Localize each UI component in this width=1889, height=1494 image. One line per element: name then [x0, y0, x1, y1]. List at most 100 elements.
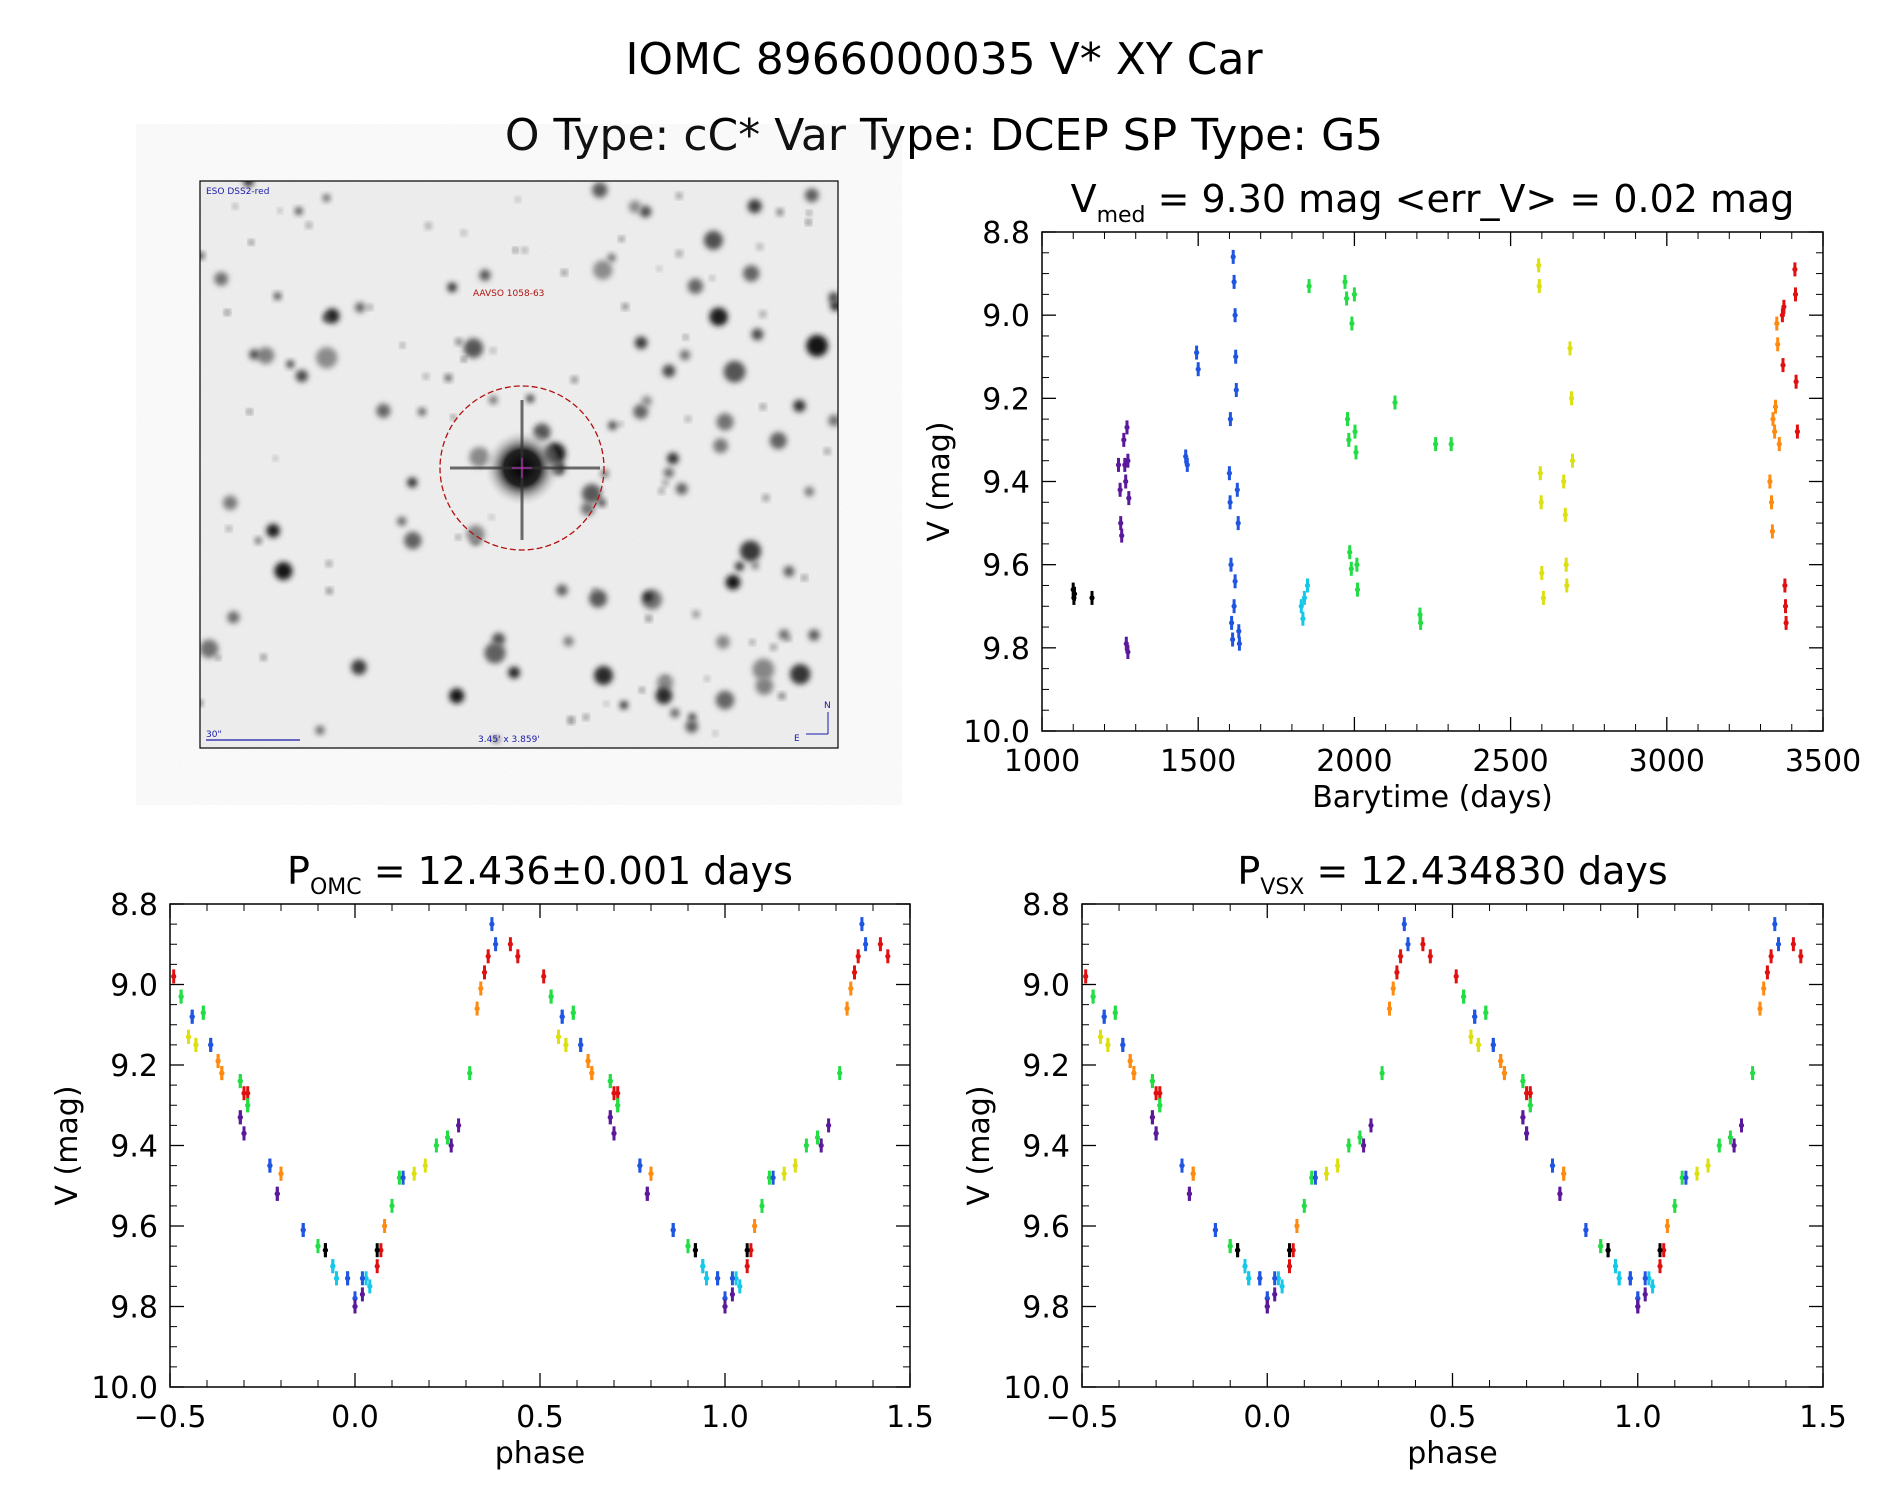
- data-point-streak: [1347, 1138, 1351, 1153]
- field-star: [641, 395, 652, 407]
- data-point-streak: [1232, 599, 1236, 614]
- data-point-streak: [1775, 316, 1779, 331]
- y-tick-label: 9.6: [1022, 1210, 1070, 1245]
- data-point-streak: [571, 1005, 575, 1020]
- field-star: [751, 561, 759, 570]
- field-star: [322, 314, 330, 322]
- data-point-streak: [1106, 1037, 1110, 1052]
- data-point-streak: [738, 1279, 742, 1294]
- data-point-streak: [194, 1037, 198, 1052]
- data-point-streak: [1795, 424, 1799, 439]
- data-point-streak: [1247, 1271, 1251, 1286]
- field-star: [397, 516, 407, 526]
- compass-icon: N E: [794, 701, 831, 744]
- data-point-streak: [1276, 1271, 1280, 1286]
- data-point-streak: [1732, 1138, 1736, 1153]
- field-star: [830, 300, 838, 311]
- data-point-streak: [390, 1198, 394, 1213]
- data-point-streak: [1658, 1243, 1662, 1258]
- data-point-streak: [397, 1170, 401, 1185]
- field-star: [806, 220, 811, 225]
- field-star: [604, 701, 609, 706]
- field-star: [676, 193, 682, 199]
- field-star: [266, 523, 280, 538]
- data-point-streak: [1310, 1170, 1314, 1185]
- data-point-streak: [1356, 582, 1359, 597]
- data-point-streak: [1770, 524, 1774, 539]
- data-point-streak: [579, 1037, 583, 1052]
- field-star: [600, 469, 609, 478]
- field-star: [608, 421, 617, 430]
- field-star: [492, 736, 500, 743]
- field-star: [655, 687, 673, 705]
- data-point-streak: [323, 1243, 327, 1258]
- data-point-streak: [1584, 1223, 1588, 1237]
- field-star: [663, 467, 674, 478]
- x-axis-label: Barytime (days): [1312, 780, 1553, 815]
- field-star: [723, 360, 746, 383]
- data-point-streak: [1243, 1259, 1247, 1274]
- data-point-streak: [608, 1074, 612, 1089]
- field-star: [278, 208, 282, 213]
- data-point-streak: [1119, 516, 1123, 531]
- data-point-streak: [1236, 516, 1240, 531]
- data-point-streak: [1234, 383, 1238, 397]
- figure-title: IOMC 8966000035 V* XY Car: [625, 34, 1263, 85]
- data-point-streak: [1449, 437, 1453, 452]
- data-point-streak: [705, 1271, 708, 1286]
- data-point-streak: [1636, 1291, 1640, 1306]
- data-point-streak: [1537, 279, 1541, 294]
- data-point-streak: [1571, 453, 1574, 468]
- field-star: [322, 194, 331, 202]
- field-star: [489, 515, 494, 520]
- field-star: [715, 690, 735, 710]
- data-point-streak: [1154, 1126, 1158, 1141]
- data-point-streak: [649, 1166, 653, 1181]
- data-point-streak: [753, 1219, 757, 1233]
- data-point-streak: [1528, 1098, 1532, 1113]
- field-star: [740, 540, 761, 562]
- field-star: [619, 236, 624, 242]
- field-star: [407, 477, 418, 488]
- field-star: [770, 644, 777, 650]
- field-star: [223, 495, 238, 510]
- chart-title-rest: = 12.436±0.001 days: [362, 849, 793, 893]
- data-point-streak: [353, 1299, 357, 1314]
- data-point-streak: [1402, 917, 1406, 932]
- chart-title-subscript: VSX: [1260, 875, 1304, 900]
- data-point-streak: [1113, 1005, 1117, 1020]
- chart-title: PVSX = 12.434830 days: [1237, 849, 1667, 900]
- x-tick-label: −0.5: [1046, 1400, 1119, 1435]
- field-star: [589, 589, 608, 608]
- field-star: [243, 181, 254, 187]
- data-point-streak: [1237, 636, 1241, 651]
- field-star: [734, 561, 745, 572]
- field-star: [367, 305, 373, 310]
- data-point-streak: [1565, 578, 1569, 593]
- data-point-streak: [1395, 965, 1399, 980]
- survey-label: ESO DSS2-red: [206, 187, 269, 197]
- data-point-streak: [468, 1066, 472, 1081]
- data-point-streak: [1280, 1279, 1284, 1294]
- y-tick-label: 10.0: [963, 715, 1030, 750]
- data-point-streak: [1345, 291, 1349, 306]
- data-point-streak: [1123, 457, 1127, 472]
- y-tick-label: 9.8: [110, 1291, 158, 1326]
- field-star: [461, 357, 466, 362]
- data-point-streak: [1127, 491, 1131, 506]
- data-point-streak: [1782, 299, 1786, 314]
- data-point-streak: [560, 1009, 564, 1024]
- field-star: [592, 182, 608, 198]
- data-point-streak: [1418, 607, 1422, 622]
- x-tick-label: 1500: [1160, 744, 1236, 779]
- data-point-streak: [557, 1029, 560, 1044]
- data-point-streak: [612, 1126, 616, 1141]
- data-point-streak: [1128, 1054, 1132, 1068]
- field-star: [425, 223, 432, 229]
- field-star: [685, 416, 691, 422]
- data-point-streak: [316, 1239, 320, 1254]
- data-point-streak: [1158, 1098, 1162, 1113]
- data-point-streak: [1562, 474, 1566, 489]
- y-tick-label: 9.0: [110, 969, 158, 1004]
